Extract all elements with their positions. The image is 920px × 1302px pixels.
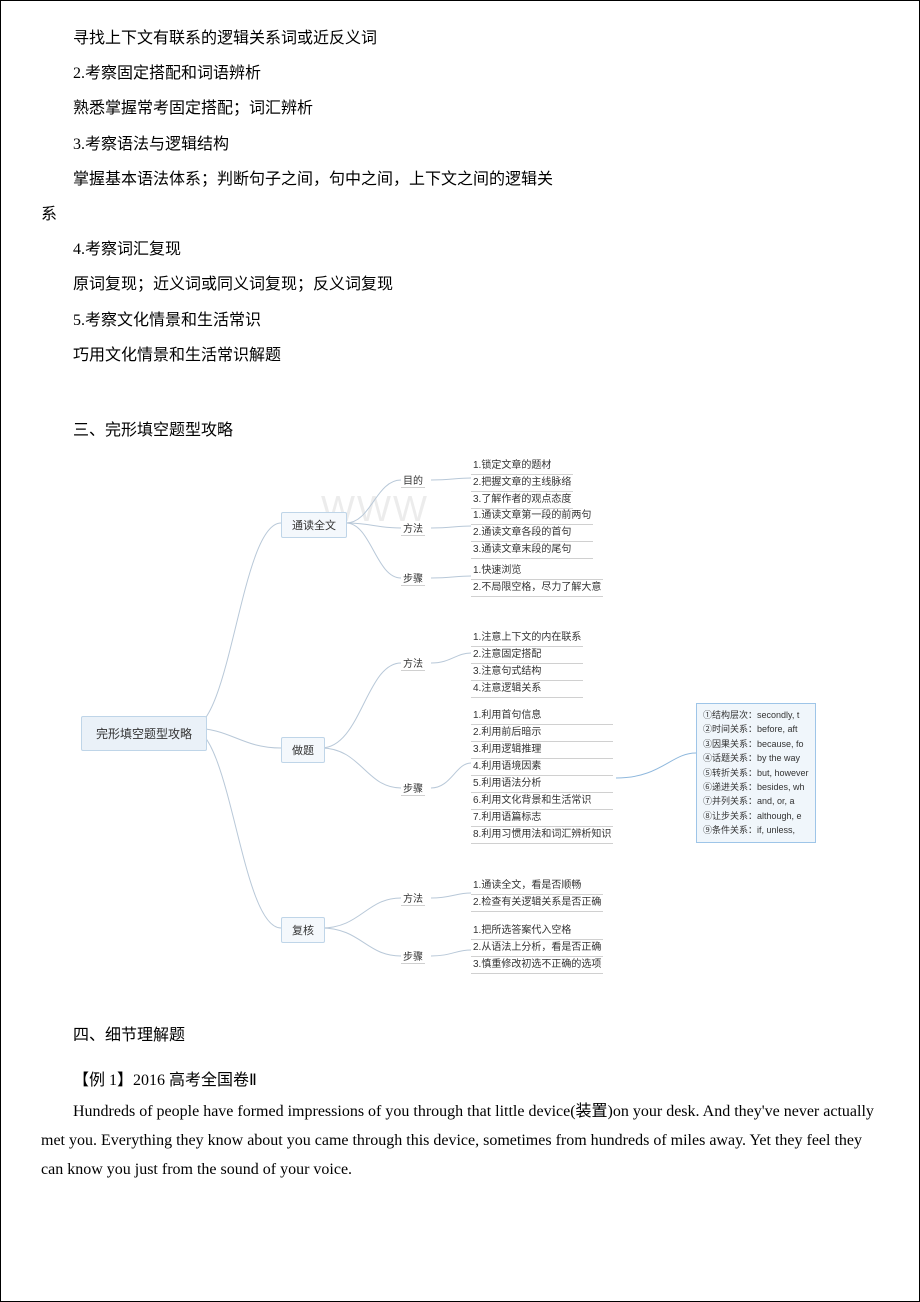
english-passage: Hundreds of people have formed impressio… xyxy=(41,1098,879,1184)
body-line: 2.考察固定搭配和词语辨析 xyxy=(41,56,879,91)
mindmap-leaf-item: 3.了解作者的观点态度 xyxy=(471,492,573,509)
mindmap-mid-label: 步骤 xyxy=(401,780,425,796)
mindmap-leaf-group: 1.快速浏览2.不局限空格，尽力了解大意 xyxy=(471,563,603,597)
mindmap-leaf-item: 4.注意逻辑关系 xyxy=(471,681,583,698)
mindmap-leaf-item: 7.利用语篇标志 xyxy=(471,810,613,827)
body-line: 4.考察词汇复现 xyxy=(41,232,879,267)
mindmap-note-line: ⑥递进关系：besides, wh xyxy=(703,780,809,794)
mindmap-leaf-item: 6.利用文化背景和生活常识 xyxy=(471,793,613,810)
mindmap-mid-label: 方法 xyxy=(401,655,425,671)
mindmap-leaf-item: 1.注意上下文的内在联系 xyxy=(471,630,583,647)
mindmap-root-node: 完形填空题型攻略 xyxy=(81,716,207,751)
mindmap-leaf-item: 3.利用逻辑推理 xyxy=(471,742,613,759)
mindmap-leaf-item: 8.利用习惯用法和词汇辨析知识 xyxy=(471,827,613,844)
mindmap-leaf-item: 2.利用前后暗示 xyxy=(471,725,613,742)
mindmap: WWW xyxy=(61,458,879,998)
document-page: 寻找上下文有联系的逻辑关系词或近反义词 2.考察固定搭配和词语辨析 熟悉掌握常考… xyxy=(0,0,920,1302)
mindmap-note-line: ④话题关系：by the way xyxy=(703,751,809,765)
mindmap-leaf-item: 1.通读全文，看是否顺畅 xyxy=(471,878,603,895)
mindmap-leaf-group: 1.锁定文章的题材2.把握文章的主线脉络3.了解作者的观点态度 xyxy=(471,458,573,509)
body-line: 原词复现；近义词或同义词复现；反义词复现 xyxy=(41,267,879,302)
mindmap-leaf-item: 2.检查有关逻辑关系是否正确 xyxy=(471,895,603,912)
section-heading: 三、完形填空题型攻略 xyxy=(41,413,879,448)
mindmap-leaf-item: 1.把所选答案代入空格 xyxy=(471,923,603,940)
mindmap-leaf-item: 2.注意固定搭配 xyxy=(471,647,583,664)
mindmap-leaf-group: 1.通读全文，看是否顺畅2.检查有关逻辑关系是否正确 xyxy=(471,878,603,912)
section-heading: 四、细节理解题 xyxy=(41,1018,879,1053)
mindmap-branch-node: 复核 xyxy=(281,917,325,943)
mindmap-note-line: ①结构层次：secondly, t xyxy=(703,708,809,722)
mindmap-leaf-group: 1.把所选答案代入空格2.从语法上分析，看是否正确3.慎重修改初选不正确的选项 xyxy=(471,923,603,974)
mindmap-branch-node: 通读全文 xyxy=(281,512,347,538)
mindmap-leaf-group: 1.注意上下文的内在联系2.注意固定搭配3.注意句式结构4.注意逻辑关系 xyxy=(471,630,583,698)
mindmap-leaf-item: 3.慎重修改初选不正确的选项 xyxy=(471,957,603,974)
body-line: 3.考察语法与逻辑结构 xyxy=(41,127,879,162)
mindmap-leaf-group: 1.利用首句信息2.利用前后暗示3.利用逻辑推理4.利用语境因素5.利用语法分析… xyxy=(471,708,613,844)
mindmap-mid-label: 步骤 xyxy=(401,948,425,964)
mindmap-leaf-item: 5.利用语法分析 xyxy=(471,776,613,793)
mindmap-leaf-item: 2.从语法上分析，看是否正确 xyxy=(471,940,603,957)
body-line: 掌握基本语法体系；判断句子之间，句中之间，上下文之间的逻辑关 xyxy=(41,162,879,197)
mindmap-leaf-item: 1.快速浏览 xyxy=(471,563,603,580)
mindmap-mid-label: 方法 xyxy=(401,890,425,906)
mindmap-note-box: ①结构层次：secondly, t②时间关系：before, aft③因果关系：… xyxy=(696,703,816,843)
mindmap-branch-node: 做题 xyxy=(281,737,325,763)
mindmap-note-line: ⑧让步关系：although, e xyxy=(703,809,809,823)
mindmap-leaf-item: 1.利用首句信息 xyxy=(471,708,613,725)
body-line: 5.考察文化情景和生活常识 xyxy=(41,303,879,338)
body-line: 系 xyxy=(41,197,879,232)
mindmap-leaf-group: 1.通读文章第一段的前两句2.通读文章各段的首句3.通读文章末段的尾句 xyxy=(471,508,593,559)
mindmap-mid-label: 方法 xyxy=(401,520,425,536)
mindmap-mid-label: 目的 xyxy=(401,472,425,488)
mindmap-leaf-item: 1.通读文章第一段的前两句 xyxy=(471,508,593,525)
mindmap-mid-label: 步骤 xyxy=(401,570,425,586)
mindmap-note-line: ③因果关系：because, fo xyxy=(703,737,809,751)
mindmap-note-line: ⑦并列关系：and, or, a xyxy=(703,794,809,808)
mindmap-note-line: ⑨条件关系：if, unless, xyxy=(703,823,809,837)
mindmap-note-line: ②时间关系：before, aft xyxy=(703,722,809,736)
mindmap-leaf-item: 2.通读文章各段的首句 xyxy=(471,525,593,542)
body-line: 寻找上下文有联系的逻辑关系词或近反义词 xyxy=(41,21,879,56)
mindmap-leaf-item: 1.锁定文章的题材 xyxy=(471,458,573,475)
body-line: 熟悉掌握常考固定搭配；词汇辨析 xyxy=(41,91,879,126)
mindmap-leaf-item: 4.利用语境因素 xyxy=(471,759,613,776)
example-heading: 【例 1】2016 高考全国卷Ⅱ xyxy=(41,1063,879,1098)
mindmap-leaf-item: 2.把握文章的主线脉络 xyxy=(471,475,573,492)
mindmap-leaf-item: 3.注意句式结构 xyxy=(471,664,583,681)
mindmap-note-line: ⑤转折关系：but, however xyxy=(703,766,809,780)
mindmap-leaf-item: 3.通读文章末段的尾句 xyxy=(471,542,593,559)
mindmap-leaf-item: 2.不局限空格，尽力了解大意 xyxy=(471,580,603,597)
body-line: 巧用文化情景和生活常识解题 xyxy=(41,338,879,373)
